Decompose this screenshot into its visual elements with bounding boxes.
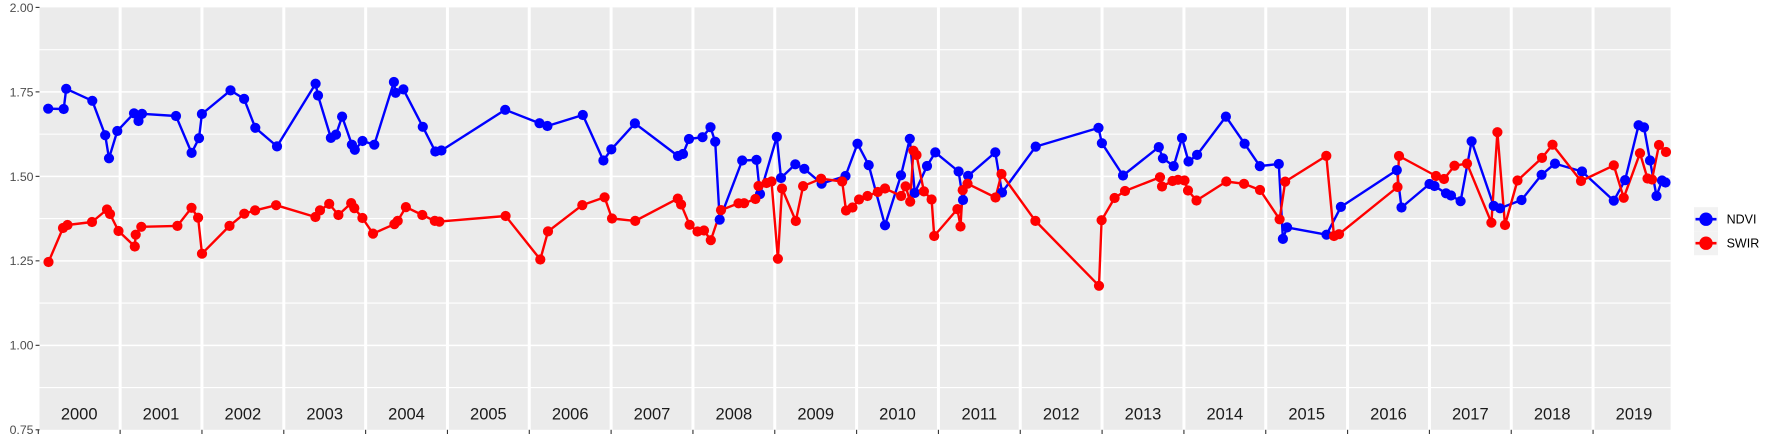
svg-text:2000: 2000 bbox=[61, 406, 98, 424]
svg-text:2008: 2008 bbox=[716, 406, 753, 424]
svg-text:2007: 2007 bbox=[634, 406, 671, 424]
svg-text:2014: 2014 bbox=[1206, 406, 1243, 424]
svg-text:0.75: 0.75 bbox=[10, 423, 34, 437]
svg-text:2.00: 2.00 bbox=[10, 1, 34, 15]
svg-text:2011: 2011 bbox=[962, 406, 997, 424]
svg-text:2016: 2016 bbox=[1370, 406, 1407, 424]
svg-text:2018: 2018 bbox=[1534, 406, 1571, 424]
svg-text:2006: 2006 bbox=[552, 406, 589, 424]
svg-text:2010: 2010 bbox=[879, 406, 916, 424]
svg-text:1.00: 1.00 bbox=[10, 339, 34, 353]
svg-text:2019: 2019 bbox=[1616, 406, 1653, 424]
svg-text:2003: 2003 bbox=[306, 406, 343, 424]
svg-text:2009: 2009 bbox=[797, 406, 834, 424]
svg-text:1.25: 1.25 bbox=[10, 254, 34, 268]
svg-text:1.50: 1.50 bbox=[10, 170, 34, 184]
svg-text:2002: 2002 bbox=[225, 406, 262, 424]
svg-text:2001: 2001 bbox=[143, 406, 180, 424]
svg-text:2012: 2012 bbox=[1043, 406, 1080, 424]
svg-text:SWIR: SWIR bbox=[1727, 237, 1760, 251]
svg-text:2005: 2005 bbox=[470, 406, 507, 424]
svg-text:1.75: 1.75 bbox=[10, 85, 34, 99]
svg-text:2015: 2015 bbox=[1288, 406, 1325, 424]
svg-text:2004: 2004 bbox=[388, 406, 425, 424]
svg-text:2013: 2013 bbox=[1125, 406, 1162, 424]
svg-text:NDVI: NDVI bbox=[1727, 213, 1757, 227]
svg-text:2017: 2017 bbox=[1452, 406, 1489, 424]
